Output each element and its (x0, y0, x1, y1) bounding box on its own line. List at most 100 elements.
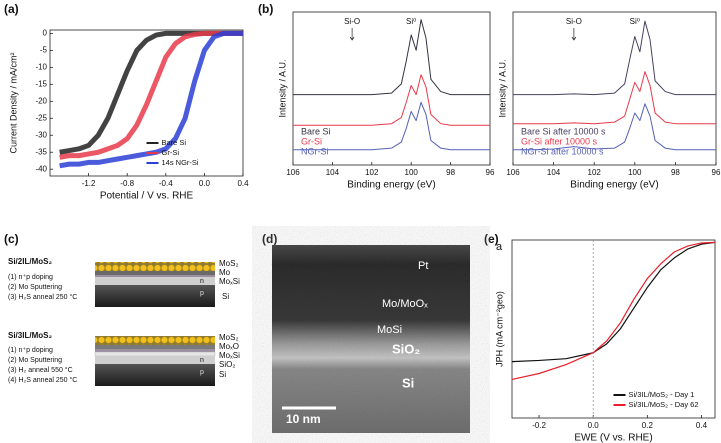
y-axis-title: Current Density / mA/cm² (8, 52, 18, 153)
x-tick-label: 104 (326, 168, 340, 177)
x-axis-title: Potential / V vs. RHE (100, 191, 194, 202)
annotation-arrow (571, 28, 577, 41)
legend-label: NGr-Si (301, 146, 329, 156)
legend-label: Si/3IL/MoS₂ - Day 1 (629, 390, 695, 399)
x-tick-label: 0.0 (588, 421, 600, 430)
plot-frame (292, 11, 491, 166)
y-tick-label: -15 (35, 79, 47, 88)
micrograph (272, 245, 470, 433)
layer-label: MoₓSi (219, 277, 240, 286)
y-tick-label: -5 (40, 45, 48, 54)
step: (4) H₂S anneal 250 °C (8, 376, 77, 384)
layer (95, 364, 215, 386)
series-line (293, 74, 490, 126)
annotation: Si-O (344, 17, 360, 26)
annotation: Si⁰ (406, 17, 416, 26)
layer (95, 262, 215, 271)
y-tick-label: -20 (35, 96, 47, 105)
layer-label: MoₓO (219, 342, 239, 351)
panel-label: (d) (262, 232, 277, 246)
doping-label: n (200, 357, 204, 364)
panel-label: (e) (484, 232, 499, 246)
x-tick-label: -0.4 (159, 179, 173, 188)
legend-label: 14s NGr-Si (162, 158, 199, 167)
y-tick-label: -10 (35, 62, 47, 71)
series-line (511, 241, 716, 381)
doping-label: p (200, 369, 204, 376)
legend-label: NGr-Si after 10000 s (521, 146, 604, 156)
y-tick-label: -40 (35, 164, 47, 173)
step: (1) n⁺p doping (8, 274, 53, 281)
doping-label: n (200, 278, 204, 285)
doping-label: p (200, 290, 204, 297)
series-line (513, 103, 716, 151)
x-tick-label: 0.4 (696, 421, 708, 430)
plot-frame (49, 29, 244, 177)
x-tick-label: -1.2 (82, 179, 96, 188)
layer-label: Mo/MoOₓ (382, 298, 428, 310)
annotation: Si⁰ (630, 17, 640, 26)
legend-label: Gr-Si (162, 148, 180, 157)
annotation-arrow (349, 28, 355, 41)
x-tick-label: 106 (506, 168, 520, 177)
layer-label: MoS₂ (219, 259, 239, 268)
x-tick-label: 0.4 (237, 179, 249, 188)
y-axis-title: JPH (mA cm⁻²geo) (494, 291, 504, 367)
x-tick-label: -0.8 (120, 179, 134, 188)
legend-label: Gr-Si (301, 136, 322, 146)
panel-label: (b) (258, 2, 273, 16)
layer (94, 351, 216, 357)
series-line (59, 30, 243, 160)
series-line (293, 19, 490, 96)
layer-label: Mo (219, 268, 231, 277)
y-tick-label: -35 (35, 147, 47, 156)
x-tick-label: 104 (547, 168, 561, 177)
layer (95, 275, 215, 277)
series-line (513, 71, 716, 125)
y-tick-label: 0 (43, 29, 48, 38)
series-line (513, 20, 716, 96)
x-tick-label: 102 (588, 168, 602, 177)
layer (95, 349, 215, 352)
layer (95, 271, 215, 275)
x-tick-label: 96 (712, 168, 721, 177)
x-tick-label: 0.2 (642, 421, 654, 430)
x-tick-label: 96 (486, 168, 495, 177)
annotation: Si-O (566, 17, 582, 26)
panel-label: (a) (4, 2, 19, 16)
y-axis-title: Intensity / A.U. (277, 59, 287, 117)
layer (95, 356, 215, 364)
step: (3) H₂ anneal 550 °C (8, 366, 73, 374)
x-tick-label: 98 (446, 168, 455, 177)
step: (2) Mo Sputtering (8, 284, 62, 291)
x-axis-title: Binding energy (eV) (347, 180, 435, 191)
x-axis-title: EWE (V vs. RHE) (574, 433, 652, 443)
series-line (511, 241, 716, 363)
layer (95, 345, 215, 349)
layer-label: MoSi (377, 324, 402, 336)
x-tick-label: 102 (365, 168, 379, 177)
x-axis-title: Binding energy (eV) (570, 180, 658, 191)
layer-label: SiO₂ (392, 341, 420, 356)
series-line (293, 101, 490, 151)
stack-title: Si/3IL/MoS₂ (8, 331, 52, 340)
x-tick-label: 106 (286, 168, 300, 177)
plot-frame (511, 239, 716, 419)
layer (95, 277, 215, 285)
plot-frame (512, 11, 717, 166)
x-tick-label: 100 (405, 168, 419, 177)
y-tick-label: -30 (35, 130, 47, 139)
x-tick-label: 100 (628, 168, 642, 177)
layer-label: MoS₂ (219, 333, 239, 342)
layer-label: Si (219, 370, 226, 379)
scale-bar-label: 10 nm (286, 412, 321, 426)
layer-label: MoₓSi (219, 351, 240, 360)
axis-note: a (496, 241, 503, 253)
diagram: Si/2IL/MoS₂ (1) n⁺p doping (2) Mo Sputte… (8, 257, 240, 386)
x-tick-label: 0.0 (199, 179, 211, 188)
legend-label: Si/3IL/MoS₂ - Day 62 (629, 400, 699, 409)
y-axis-title: Intensity / A.U. (497, 59, 507, 117)
step: (1) n⁺p doping (8, 347, 53, 354)
layer-label: Si (402, 375, 414, 390)
